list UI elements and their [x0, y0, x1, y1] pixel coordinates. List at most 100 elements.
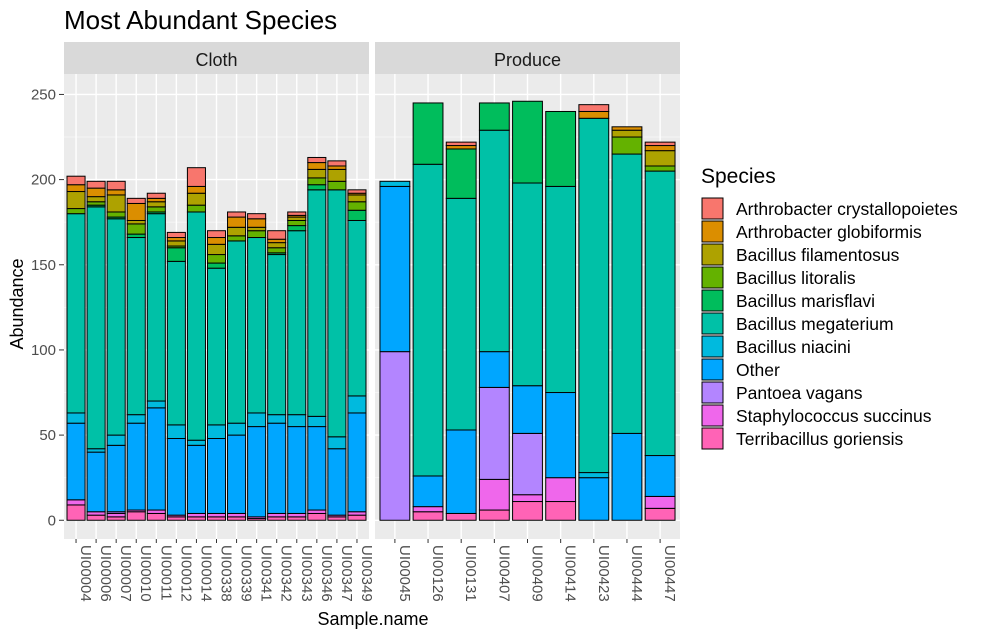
bar-segment: [445, 141, 477, 147]
legend-label: Bacillus filamentosus: [736, 245, 900, 265]
bar-segment: [106, 434, 126, 446]
x-tick-label: UI00011: [157, 545, 174, 601]
bar-segment: [445, 512, 477, 521]
bar-segment: [227, 226, 247, 237]
chart-title: Most Abundant Species: [64, 5, 337, 35]
bar-UI00347: [327, 160, 347, 521]
bar-segment: [307, 156, 327, 164]
legend-swatch: [701, 266, 724, 289]
bar-segment: [307, 184, 327, 191]
bar-segment: [126, 237, 146, 416]
bar-segment: [512, 100, 543, 184]
bar-segment: [478, 102, 510, 131]
bar-segment: [126, 202, 146, 221]
bar-segment: [267, 242, 287, 249]
bar-segment: [66, 422, 86, 501]
bar-segment: [206, 237, 227, 245]
bar-segment: [106, 512, 126, 518]
x-tick-label: UI00004: [77, 545, 94, 602]
bar-segment: [227, 240, 247, 424]
bar-segment: [611, 432, 643, 521]
facet-panels: Cloth UI00004 UI00006 UI00007 UI00010 UI00011…: [64, 42, 680, 602]
bar-segment: [146, 197, 166, 203]
bar-UI00349: [347, 189, 367, 521]
x-tick-label: UI00447: [661, 545, 678, 602]
bar-segment: [545, 110, 577, 187]
bar-segment: [287, 216, 307, 221]
bar-segment: [146, 201, 166, 208]
x-tick-label: UI00006: [97, 545, 114, 602]
bar-segment: [247, 218, 267, 228]
x-tick-label: UI00409: [529, 545, 546, 602]
bar-segment: [379, 185, 411, 353]
bar-segment: [86, 196, 106, 203]
bar-segment: [126, 414, 146, 424]
bar-segment: [166, 231, 186, 239]
x-tick-label: UI00349: [358, 545, 375, 602]
legend-item: Bacillus megaterium: [701, 312, 894, 335]
bar-UI00014: [186, 167, 206, 521]
bar-segment: [126, 511, 146, 521]
legend-item: Bacillus niacini: [701, 335, 851, 358]
bar-segment: [347, 412, 367, 513]
bar-segment: [347, 511, 367, 516]
bar-segment: [86, 511, 106, 516]
bar-segment: [267, 422, 287, 514]
bar-UI00012: [166, 231, 186, 521]
bar-segment: [347, 194, 367, 203]
bar-segment: [478, 351, 510, 388]
bar-UI00339: [227, 211, 247, 521]
bar-segment: [545, 392, 577, 479]
bar-segment: [287, 426, 307, 514]
bar-segment: [347, 209, 367, 221]
bar-segment: [287, 512, 307, 518]
x-tick-label: UI00014: [197, 545, 214, 602]
bar-segment: [126, 219, 146, 225]
legend-swatch: [701, 381, 724, 404]
bar-segment: [445, 429, 477, 514]
bar-segment: [166, 260, 186, 426]
bar-segment: [267, 414, 287, 424]
bar-segment: [186, 167, 206, 187]
bar-segment: [412, 475, 444, 508]
bar-segment: [307, 426, 327, 511]
bar-segment: [412, 511, 444, 521]
bar-UI00343: [287, 211, 307, 521]
x-tick-label: UI00347: [338, 545, 355, 602]
bar-segment: [126, 422, 146, 511]
bar-segment: [578, 472, 610, 479]
bar-segment: [106, 189, 126, 196]
bar-segment: [287, 219, 307, 227]
bar-segment: [327, 436, 347, 450]
bar-segment: [412, 163, 444, 477]
x-tick-label: UI00007: [117, 545, 134, 602]
bar-segment: [106, 218, 126, 436]
bar-segment: [327, 516, 347, 521]
bar-segment: [86, 206, 106, 450]
bar-segment: [267, 238, 287, 244]
bar-segment: [307, 509, 327, 514]
bar-segment: [478, 386, 510, 480]
legend-swatch: [701, 335, 724, 358]
bar-segment: [512, 182, 543, 387]
bar-segment: [206, 267, 227, 426]
bar-segment: [327, 448, 347, 516]
legend-item: Bacillus filamentosus: [701, 243, 900, 266]
bar-segment: [206, 262, 227, 269]
bar-segment: [545, 501, 577, 521]
facet-strip: [375, 42, 680, 74]
bar-segment: [227, 211, 247, 218]
legend-swatch: [701, 243, 724, 266]
legend-swatch: [701, 220, 724, 243]
bar-segment: [126, 233, 146, 239]
facet-label: Produce: [494, 50, 561, 70]
bar-segment: [644, 507, 676, 521]
bar-segment: [327, 180, 347, 191]
bar-segment: [206, 516, 227, 521]
x-tick-label: UI00343: [298, 545, 315, 602]
bar-segment: [146, 509, 166, 514]
bar-segment: [478, 509, 510, 521]
bar-segment: [227, 434, 247, 514]
bar-segment: [644, 150, 676, 167]
bar-segment: [287, 230, 307, 416]
